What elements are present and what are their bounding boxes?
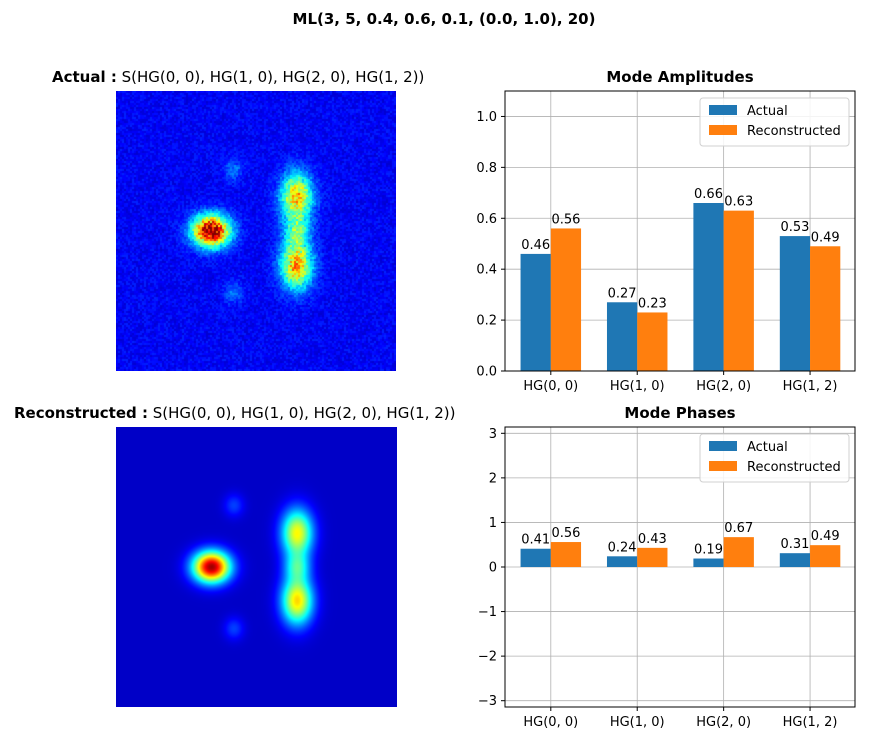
phases-ytick-label: −3 bbox=[478, 694, 497, 709]
phases-data-label: 0.49 bbox=[811, 529, 840, 544]
amplitudes-legend-swatch-actual bbox=[709, 105, 737, 115]
phases-data-label: 0.19 bbox=[694, 543, 723, 558]
amplitudes-data-label: 0.53 bbox=[780, 220, 809, 235]
phases-ytick-label: −1 bbox=[478, 605, 497, 620]
amplitudes-data-label: 0.23 bbox=[638, 296, 667, 311]
phases-legend-label-reconstructed: Reconstructed bbox=[747, 460, 841, 475]
reconstructed-image-title: Reconstructed : S(HG(0, 0), HG(1, 0), HG… bbox=[14, 404, 456, 422]
phases-data-label: 0.67 bbox=[724, 521, 753, 536]
amplitudes-bar-reconstructed bbox=[723, 210, 754, 371]
amplitudes-data-label: 0.63 bbox=[724, 195, 753, 210]
amplitudes-ytick-label: 0.4 bbox=[476, 263, 497, 278]
phases-legend-swatch-reconstructed bbox=[709, 461, 737, 471]
phases-data-label: 0.43 bbox=[638, 532, 667, 547]
phases-chart-title: Mode Phases bbox=[624, 404, 736, 422]
reconstructed-image-title-prefix: Reconstructed : bbox=[14, 404, 148, 422]
phases-legend: Actual Reconstructed bbox=[699, 433, 850, 483]
amplitudes-data-label: 0.49 bbox=[811, 230, 840, 245]
amplitudes-bar-actual bbox=[520, 253, 551, 371]
amplitudes-legend-swatch-reconstructed bbox=[709, 125, 737, 135]
amplitudes-data-label: 0.56 bbox=[551, 212, 580, 227]
phases-xtick-label: HG(1, 2) bbox=[783, 715, 838, 730]
phases-legend-swatch-actual bbox=[709, 441, 737, 451]
phases-bar-actual bbox=[606, 556, 638, 567]
amplitudes-data-label: 0.27 bbox=[608, 286, 637, 301]
amplitudes-data-label: 0.46 bbox=[521, 238, 550, 253]
phases-bar-chart: 0.41 0.24 0.19 0.31 0.56 0.43 0.67 0.49 −3 −2 −1 0 1… bbox=[478, 426, 856, 730]
amplitudes-bar-actual bbox=[606, 302, 638, 371]
amplitudes-ytick-label: 0.6 bbox=[476, 212, 497, 227]
phases-ytick-label: 0 bbox=[489, 561, 497, 576]
amplitudes-legend-box bbox=[699, 97, 850, 147]
actual-image-title-text: S(HG(0, 0), HG(1, 0), HG(2, 0), HG(1, 2)… bbox=[121, 68, 425, 86]
phases-bar-reconstructed bbox=[637, 547, 668, 567]
phases-ytick-label: 1 bbox=[489, 516, 497, 531]
amplitudes-xtick-label: HG(1, 2) bbox=[783, 379, 838, 394]
amplitudes-legend: Actual Reconstructed bbox=[699, 97, 850, 147]
phases-bar-reconstructed bbox=[810, 545, 841, 567]
phases-data-label: 0.31 bbox=[780, 537, 809, 552]
phases-ytick-label: −2 bbox=[478, 650, 497, 665]
amplitudes-bar-reconstructed bbox=[810, 246, 841, 371]
amplitudes-legend-label-reconstructed: Reconstructed bbox=[747, 124, 841, 139]
amplitudes-ytick-label: 0.8 bbox=[476, 161, 497, 176]
phases-bar-reconstructed bbox=[550, 542, 582, 567]
amplitudes-bar-reconstructed bbox=[550, 228, 582, 371]
amplitudes-ytick-label: 0.2 bbox=[476, 314, 497, 329]
phases-data-label: 0.56 bbox=[551, 526, 580, 541]
actual-image-title: Actual : S(HG(0, 0), HG(1, 0), HG(2, 0),… bbox=[52, 68, 424, 86]
amplitudes-legend-label-actual: Actual bbox=[747, 104, 788, 119]
amplitudes-chart-title: Mode Amplitudes bbox=[606, 68, 754, 86]
phases-bar-reconstructed bbox=[723, 537, 754, 567]
amplitudes-ytick-label: 0.0 bbox=[476, 365, 497, 380]
phases-data-label: 0.24 bbox=[608, 540, 637, 555]
amplitudes-ytick-label: 1.0 bbox=[476, 110, 497, 125]
amplitudes-bar-actual bbox=[779, 236, 811, 371]
phases-bar-actual bbox=[779, 553, 811, 567]
amplitudes-xtick-label: HG(2, 0) bbox=[696, 379, 751, 394]
actual-image-title-prefix: Actual : bbox=[52, 68, 117, 86]
phases-ytick-label: 2 bbox=[489, 471, 497, 486]
phases-ytick-label: 3 bbox=[489, 427, 497, 442]
amplitudes-data-label: 0.66 bbox=[694, 187, 723, 202]
amplitudes-xtick-label: HG(1, 0) bbox=[610, 379, 665, 394]
actual-intensity-image bbox=[116, 91, 396, 371]
phases-legend-label-actual: Actual bbox=[747, 440, 788, 455]
amplitudes-bar-actual bbox=[693, 203, 724, 371]
amplitudes-bar-chart: 0.46 0.27 0.66 0.53 0.56 0.23 0.63 0.49 0.0 0.2 0.… bbox=[476, 90, 856, 394]
phases-legend-box bbox=[699, 433, 850, 483]
phases-xtick-label: HG(1, 0) bbox=[610, 715, 665, 730]
amplitudes-axes-frame bbox=[504, 90, 856, 372]
reconstructed-intensity-image bbox=[116, 427, 397, 707]
figure-title: ML(3, 5, 0.4, 0.6, 0.1, (0.0, 1.0), 20) bbox=[292, 10, 596, 28]
amplitudes-bar-reconstructed bbox=[637, 312, 668, 371]
phases-xtick-label: HG(0, 0) bbox=[523, 715, 578, 730]
phases-data-label: 0.41 bbox=[521, 533, 550, 548]
amplitudes-xtick-label: HG(0, 0) bbox=[523, 379, 578, 394]
phases-bar-actual bbox=[520, 548, 551, 567]
reconstructed-image-title-text: S(HG(0, 0), HG(1, 0), HG(2, 0), HG(1, 2)… bbox=[152, 404, 456, 422]
phases-bar-actual bbox=[693, 558, 724, 567]
phases-xtick-label: HG(2, 0) bbox=[696, 715, 751, 730]
